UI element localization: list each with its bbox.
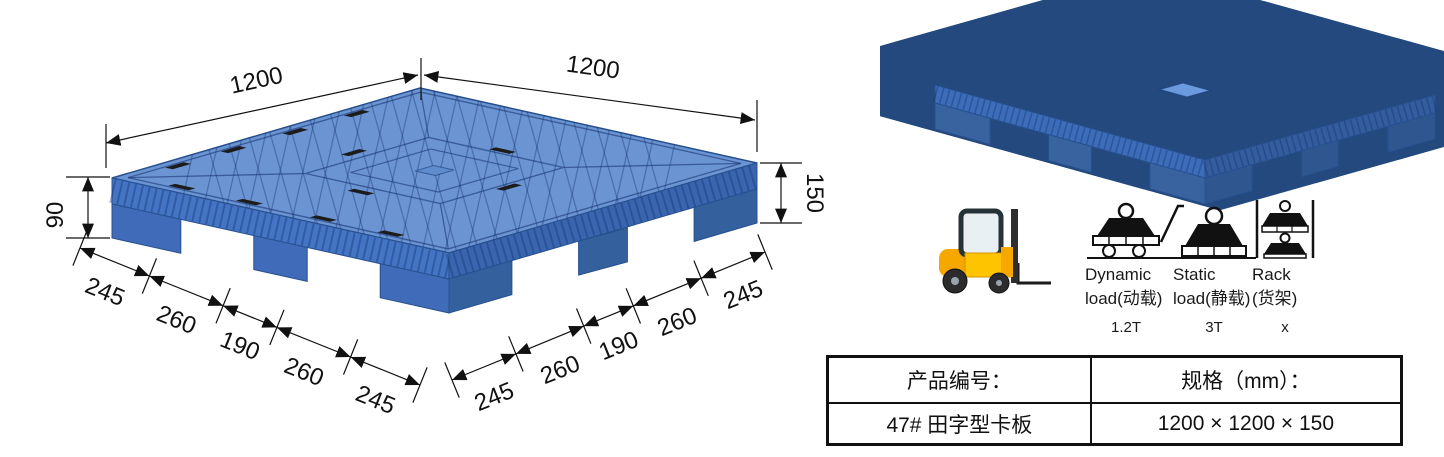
dim-label-fr-3: 190 [595,326,642,366]
dim-label-fl-1: 245 [81,272,128,312]
dim-label-fl-2: 260 [153,300,200,340]
dim-label-fl-5: 245 [352,380,399,420]
static-load-block: Static load(静载) 3T [1173,198,1258,336]
dynamic-load-label-2: load(动载) [1085,288,1163,308]
dim-label-fr-2: 260 [537,350,584,390]
rack-value: x [1281,318,1289,336]
dynamic-load-label-1: Dynamic [1085,265,1152,284]
rack-label-1: Rack [1252,265,1291,284]
pallet-foot [578,227,628,276]
dim-label-fl-3: 190 [216,326,263,366]
dim-label-fr-4: 260 [654,302,701,342]
dynamic-load-block: Dynamic load(动载) 1.2T [1085,198,1190,336]
static-load-label-1: Static [1173,265,1216,284]
pallet-foot [693,188,758,243]
pallet-top-pattern [128,92,741,249]
spec-table-size: 1200 × 1200 × 150 [1089,402,1403,446]
forklift-icon [939,208,1051,294]
static-load-value: 3T [1205,318,1223,336]
static-load-label-2: load(静载) [1173,288,1251,308]
spec-table: 产品编号： 规格（mm）： 47# 田字型卡板 1200 × 1200 × 15… [826,355,1403,446]
dynamic-load-icon [1087,202,1188,259]
dim-label-height-150: 150 [801,173,828,213]
dim-label-top-right: 1200 [565,51,622,85]
spec-table-header-product-no: 产品编号： [826,355,1092,404]
pallet-photo [880,0,1444,210]
rack-load-icon [1255,200,1315,259]
static-load-icon [1175,206,1256,259]
pallet-foot [448,259,513,314]
dim-label-fl-4: 260 [280,352,327,392]
pallet-drawing [112,88,757,313]
dim-label-fr-5: 245 [720,275,767,315]
pallet-photo-holes [880,0,1444,210]
dynamic-load-value: 1.2T [1110,318,1141,336]
dim-label-top-left: 1200 [227,62,285,100]
spec-table-product-no: 47# 田字型卡板 [826,402,1092,446]
spec-table-header-size: 规格（mm）： [1089,355,1403,404]
pallet-foot [253,234,308,283]
pallet-foot [111,203,182,254]
pallet-dimension-diagram: 1200 1200 90 150 245 260 190 260 245 245… [0,0,870,420]
dimension-lines [66,58,802,403]
rack-label-2: (货架) [1252,288,1298,308]
dim-label-fr-1: 245 [471,377,518,417]
dim-label-height-90: 90 [42,202,69,229]
rack-load-block: Rack (货架) x [1252,198,1318,336]
